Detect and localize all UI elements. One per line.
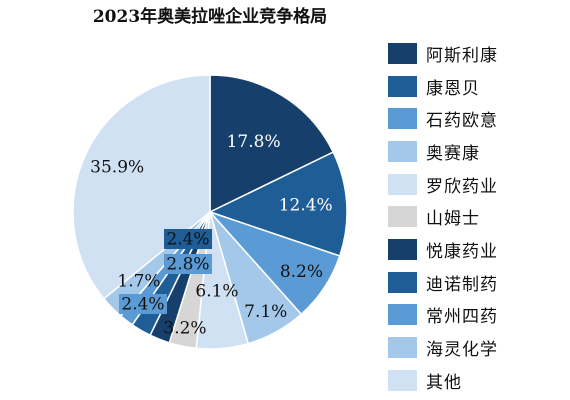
legend-item: 山姆士 xyxy=(388,200,498,233)
legend-label: 石药欧意 xyxy=(426,111,498,132)
data-label-bg xyxy=(164,229,212,249)
data-label: 12.4% xyxy=(279,195,333,215)
legend-item: 奥赛康 xyxy=(388,135,498,168)
legend-swatch xyxy=(388,206,417,228)
data-label: 2.4% xyxy=(166,230,209,250)
legend-item: 石药欧意 xyxy=(388,102,498,135)
legend-swatch xyxy=(388,140,417,162)
legend-label: 罗欣药业 xyxy=(426,176,498,197)
legend-item: 悦康药业 xyxy=(388,233,498,266)
legend-label: 康恩贝 xyxy=(426,78,480,99)
legend-item: 康恩贝 xyxy=(388,70,498,103)
data-label: 8.2% xyxy=(280,262,323,282)
data-label: 6.1% xyxy=(195,282,238,302)
chart-title: 2023年奥美拉唑企业竞争格局 xyxy=(92,7,328,27)
legend-label: 海灵化学 xyxy=(426,340,498,361)
legend-swatch xyxy=(388,271,417,293)
legend-swatch xyxy=(388,238,417,260)
legend-swatch xyxy=(388,369,417,391)
legend-label: 常州四药 xyxy=(426,307,498,328)
pie-slice xyxy=(208,151,348,257)
legend-label: 奥赛康 xyxy=(426,143,480,164)
data-label: 2.4% xyxy=(121,295,164,315)
pie-chart: 17.8% 12.4% 8.2% 7.1% 6.1% 3.2% 2.4% 2.4% 1.7% 2.… xyxy=(72,74,348,350)
legend-swatch xyxy=(388,75,417,97)
pie-slice xyxy=(72,74,211,300)
pie-slice xyxy=(209,74,335,214)
legend-item: 阿斯利康 xyxy=(388,37,498,70)
data-label-bg xyxy=(119,294,167,314)
legend-swatch xyxy=(388,173,417,195)
legend-swatch xyxy=(388,42,417,64)
data-label: 7.1% xyxy=(244,302,287,322)
legend-swatch xyxy=(388,337,417,359)
legend-label: 山姆士 xyxy=(426,209,480,230)
legend: 阿斯利康康恩贝石药欧意奥赛康罗欣药业山姆士悦康药业迪诺制药常州四药海灵化学其他 xyxy=(388,37,498,397)
data-label: 1.7% xyxy=(117,272,160,292)
legend-label: 其他 xyxy=(426,372,462,393)
legend-swatch xyxy=(388,108,417,130)
data-label-bg xyxy=(164,254,212,274)
legend-label: 迪诺制药 xyxy=(426,274,498,295)
legend-swatch xyxy=(388,304,417,326)
data-label: 2.8% xyxy=(166,255,209,275)
legend-label: 悦康药业 xyxy=(426,241,498,262)
legend-item: 海灵化学 xyxy=(388,331,498,364)
legend-label: 阿斯利康 xyxy=(426,45,498,66)
data-label: 3.2% xyxy=(163,319,206,339)
legend-item: 常州四药 xyxy=(388,299,498,332)
legend-item: 罗欣药业 xyxy=(388,168,498,201)
data-label: 17.8% xyxy=(227,132,281,152)
data-label: 35.9% xyxy=(90,157,144,177)
legend-item: 迪诺制药 xyxy=(388,266,498,299)
legend-item: 其他 xyxy=(388,364,498,397)
